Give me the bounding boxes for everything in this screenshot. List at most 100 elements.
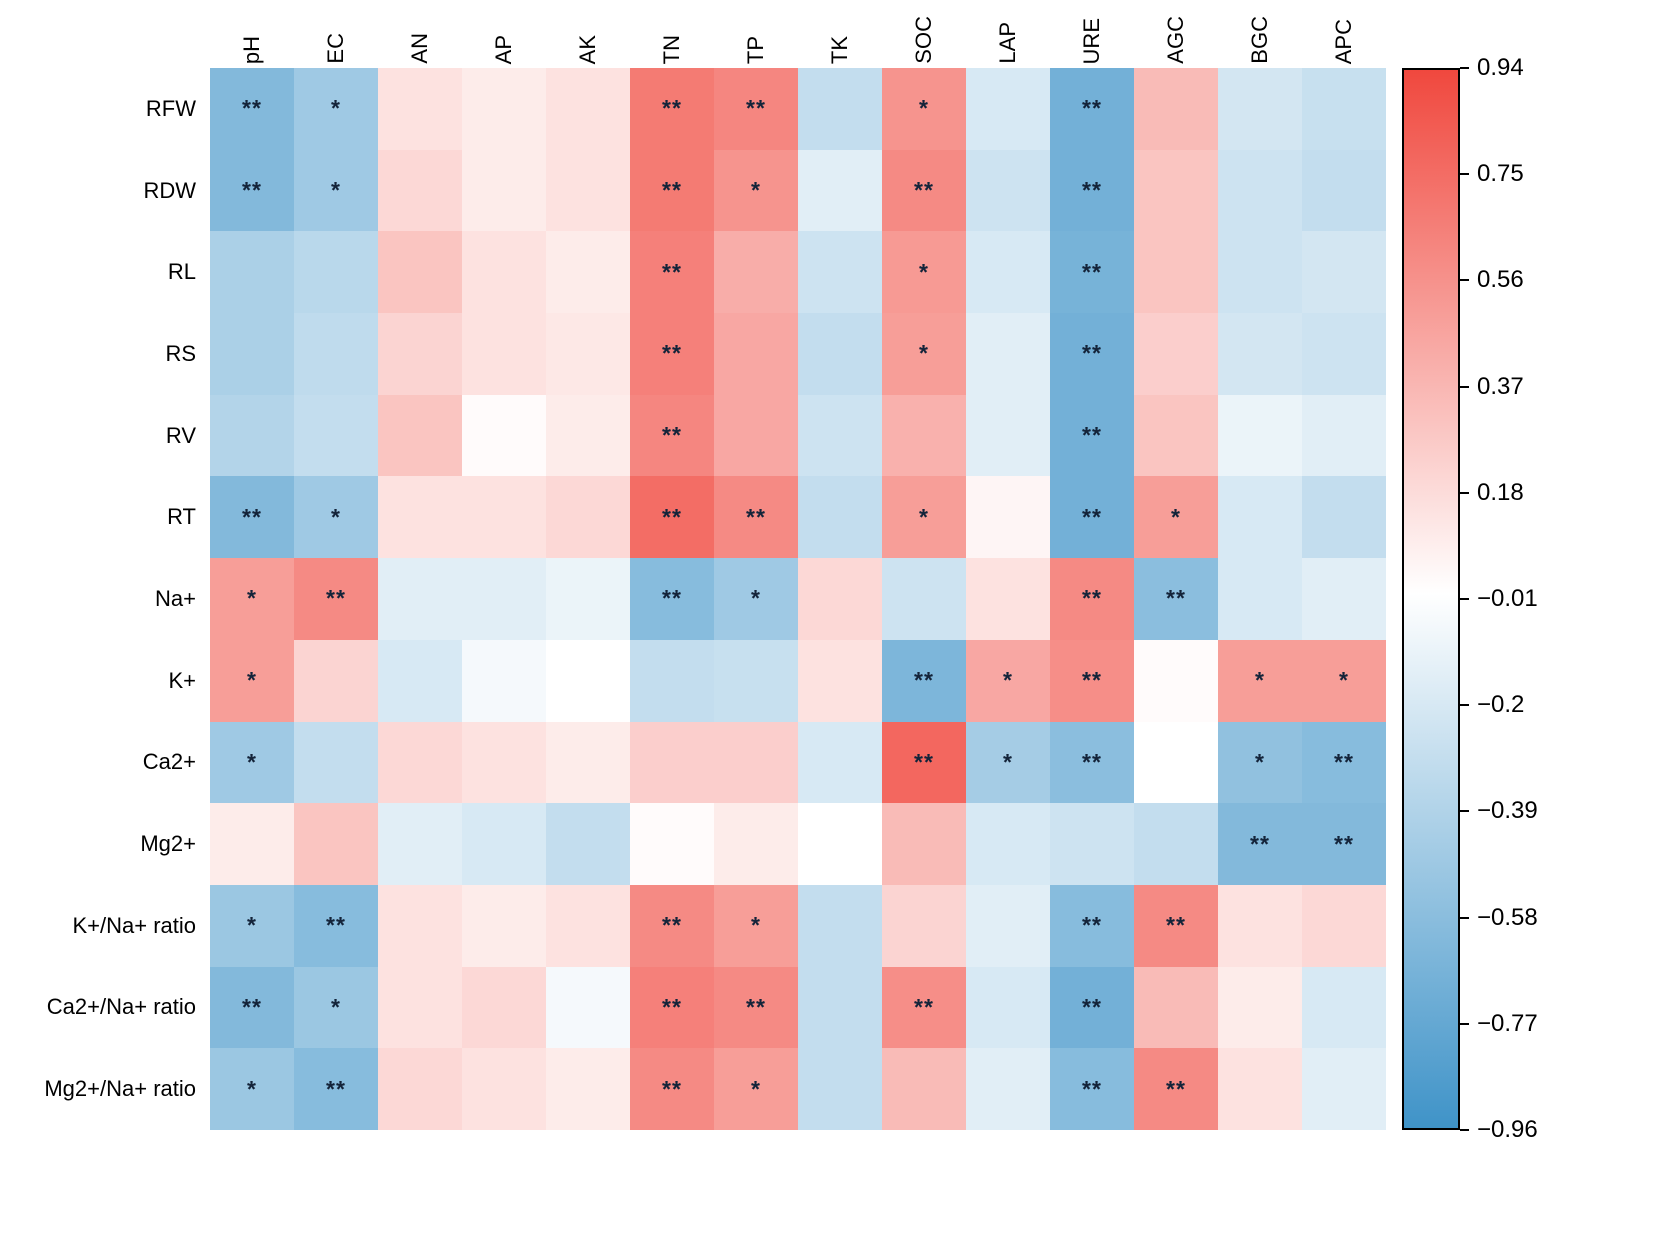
heatmap-cell xyxy=(378,476,462,559)
heatmap-cell xyxy=(378,313,462,395)
heatmap-cell xyxy=(378,884,462,967)
significance-marker: ** xyxy=(242,177,262,204)
row-label: Mg2+/Na+ ratio xyxy=(44,1076,196,1102)
significance-marker: * xyxy=(331,95,341,122)
heatmap-cell: ** xyxy=(1134,884,1218,967)
heatmap-cell xyxy=(798,476,882,559)
heatmap-cell xyxy=(882,394,966,477)
significance-marker: ** xyxy=(1082,993,1102,1020)
colorbar-tick xyxy=(1460,67,1469,69)
heatmap-cell xyxy=(546,68,630,150)
heatmap-cell xyxy=(798,394,882,477)
heatmap-cell: * xyxy=(294,966,378,1049)
heatmap-cell xyxy=(210,313,294,395)
heatmap-cell: * xyxy=(210,884,294,967)
heatmap-cell: * xyxy=(210,558,294,640)
significance-marker: * xyxy=(1255,667,1265,694)
heatmap-cell xyxy=(462,639,546,722)
heatmap-cell xyxy=(1218,149,1302,232)
heatmap-cell xyxy=(294,803,378,885)
heatmap-cell: ** xyxy=(1218,803,1302,885)
heatmap-cell xyxy=(882,558,966,640)
heatmap-cell xyxy=(546,721,630,804)
col-label: BGC xyxy=(1247,16,1272,64)
colorbar-tick-label: 0.75 xyxy=(1477,160,1524,188)
heatmap-cell xyxy=(1302,394,1386,477)
heatmap-cell: ** xyxy=(210,68,294,150)
heatmap-cell: ** xyxy=(1050,966,1134,1049)
heatmap-cell: * xyxy=(882,313,966,395)
heatmap-cell xyxy=(714,639,798,722)
heatmap-cell xyxy=(1302,68,1386,150)
significance-marker: * xyxy=(247,667,257,694)
heatmap-cell: * xyxy=(882,68,966,150)
row-label: Mg2+ xyxy=(140,831,196,857)
heatmap-cell xyxy=(1134,803,1218,885)
significance-marker: ** xyxy=(1334,748,1354,775)
heatmap-cell: ** xyxy=(630,1048,714,1130)
heatmap-cell xyxy=(798,68,882,150)
heatmap-cell xyxy=(546,394,630,477)
colorbar-tick-label: 0.18 xyxy=(1477,478,1524,506)
row-label: K+/Na+ ratio xyxy=(72,912,196,938)
row-label: Ca2+/Na+ ratio xyxy=(46,994,196,1020)
heatmap-cell xyxy=(798,966,882,1049)
colorbar-tick xyxy=(1460,491,1469,494)
colorbar-tick xyxy=(1460,598,1469,600)
significance-marker: * xyxy=(751,177,761,204)
heatmap-cell xyxy=(966,313,1050,395)
heatmap-cell xyxy=(462,476,546,559)
significance-marker: ** xyxy=(746,95,766,122)
col-label: EC xyxy=(323,33,348,64)
heatmap-cell xyxy=(378,639,462,722)
significance-marker: * xyxy=(751,585,761,612)
heatmap-cell: * xyxy=(714,884,798,967)
significance-marker: ** xyxy=(662,503,682,530)
significance-marker: * xyxy=(1255,748,1265,775)
heatmap-cell: * xyxy=(294,68,378,150)
heatmap-cell xyxy=(462,721,546,804)
heatmap-cell xyxy=(546,884,630,967)
heatmap-cell xyxy=(966,68,1050,150)
significance-marker: ** xyxy=(662,912,682,939)
significance-marker: ** xyxy=(662,1075,682,1102)
heatmap-cell xyxy=(966,231,1050,314)
heatmap-cell xyxy=(630,639,714,722)
heatmap-cell xyxy=(966,1048,1050,1130)
colorbar xyxy=(1402,68,1460,1130)
colorbar-tick-label: −0.77 xyxy=(1477,1009,1538,1037)
heatmap-cell xyxy=(546,231,630,314)
row-label: RT xyxy=(167,504,196,530)
heatmap-cell: ** xyxy=(630,558,714,640)
heatmap-cell xyxy=(966,966,1050,1049)
heatmap-cell xyxy=(1218,68,1302,150)
significance-marker: ** xyxy=(1334,830,1354,857)
colorbar-tick xyxy=(1460,173,1469,176)
significance-marker: ** xyxy=(746,993,766,1020)
heatmap-cell xyxy=(966,149,1050,232)
heatmap-cell xyxy=(798,558,882,640)
significance-marker: * xyxy=(919,340,929,367)
heatmap-cell xyxy=(1218,1048,1302,1130)
heatmap-cell: * xyxy=(714,1048,798,1130)
colorbar-tick-label: 0.37 xyxy=(1477,372,1524,400)
heatmap-cell xyxy=(1134,313,1218,395)
significance-marker: ** xyxy=(914,993,934,1020)
heatmap-cell xyxy=(630,803,714,885)
significance-marker: * xyxy=(331,503,341,530)
heatmap-cell: ** xyxy=(882,721,966,804)
heatmap-cell xyxy=(966,394,1050,477)
col-label: TK xyxy=(827,35,852,64)
heatmap-cell: ** xyxy=(1050,639,1134,722)
heatmap-cell: * xyxy=(1134,476,1218,559)
significance-marker: * xyxy=(247,748,257,775)
heatmap-cell xyxy=(378,149,462,232)
significance-marker: ** xyxy=(662,177,682,204)
significance-marker: ** xyxy=(1082,667,1102,694)
heatmap-cell: ** xyxy=(210,476,294,559)
col-label: pH xyxy=(239,35,264,64)
row-label: Na+ xyxy=(155,585,196,611)
heatmap-cell: ** xyxy=(1134,558,1218,640)
heatmap-cell xyxy=(1134,68,1218,150)
heatmap-cell xyxy=(546,558,630,640)
